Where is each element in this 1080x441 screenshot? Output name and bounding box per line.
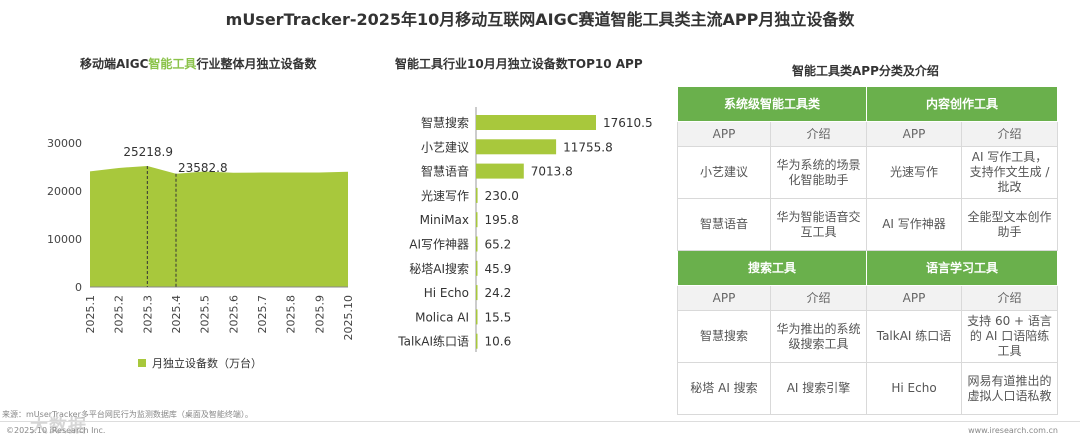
bar-category-label: Hi Echo <box>424 286 469 300</box>
area-chart: 0 10000 20000 30000 25218.9 23582.8 2025.1 2025… <box>47 137 355 341</box>
bar-value-label: 230.0 <box>485 189 519 203</box>
bar-value-label: 11755.8 <box>563 140 613 154</box>
col-app: APP <box>866 121 963 147</box>
col-app: APP <box>866 285 963 311</box>
table-header-language: 语言学习工具 <box>866 250 1059 286</box>
x-tick-label: 2025.2 <box>113 295 126 334</box>
bar-category-label: MiniMax <box>420 213 469 227</box>
col-intro: 介绍 <box>961 121 1059 147</box>
table-cell: 智慧搜索 <box>677 310 771 363</box>
table-cell: 华为智能语音交互工具 <box>769 198 868 251</box>
annotation-label: 25218.9 <box>123 145 173 159</box>
y-tick-label: 0 <box>75 281 82 294</box>
legend-swatch <box>138 359 146 367</box>
category-table: 系统级智能工具类 内容创作工具 APP 介绍 APP 介绍 小艺建议 华为系统的… <box>676 86 1059 415</box>
page-title: mUserTracker-2025年10月移动互联网AIGC赛道智能工具类主流A… <box>225 10 855 29</box>
source-note: 来源：mUserTracker多平台网民行为监测数据库（桌面及智能终端）。 <box>2 410 253 419</box>
bar-value-label: 17610.5 <box>603 116 653 130</box>
table-row: 智慧搜索 华为推出的系统级搜索工具 TalkAI 练口语 支持 60 + 语言的… <box>677 310 1059 363</box>
table-cell: 秘塔 AI 搜索 <box>677 362 771 415</box>
table-cell: Hi Echo <box>866 362 963 415</box>
bar-value-label: 195.8 <box>485 213 519 227</box>
copyright: ©2025.10 iResearch Inc. <box>6 426 106 435</box>
bar-chart-title: 智能工具行业10月月独立设备数TOP10 APP <box>395 57 643 71</box>
table-header-content: 内容创作工具 <box>866 86 1059 122</box>
bar <box>476 115 596 130</box>
bar-value-label: 7013.8 <box>531 165 573 179</box>
bar-value-label: 65.2 <box>485 238 512 252</box>
y-tick-label: 20000 <box>47 185 82 198</box>
bar <box>476 212 478 228</box>
table-row: 智慧语音 华为智能语音交互工具 AI 写作神器 全能型文本创作助手 <box>677 198 1059 251</box>
col-app: APP <box>677 285 771 311</box>
table-cell: 小艺建议 <box>677 146 771 199</box>
table-row: 秘塔 AI 搜索 AI 搜索引擎 Hi Echo 网易有道推出的虚拟人口语私教 <box>677 362 1059 415</box>
x-tick-label: 2025.3 <box>141 295 154 334</box>
table-cell: AI 写作神器 <box>866 198 963 251</box>
x-tick-label: 2025.5 <box>199 295 212 334</box>
table-cell: 支持 60 + 语言的 AI 口语陪练工具 <box>961 310 1059 363</box>
bar <box>476 333 478 349</box>
table-cell: AI 写作工具，支持作文生成 / 批改 <box>961 146 1059 199</box>
left-chart-title-post: 行业整体月独立设备数 <box>196 57 317 71</box>
bar-value-label: 24.2 <box>485 286 512 300</box>
bar-value-label: 10.6 <box>485 335 512 349</box>
bar-category-label: 智慧搜索 <box>421 115 469 130</box>
table-cell: 华为推出的系统级搜索工具 <box>769 310 868 363</box>
bar-category-label: 小艺建议 <box>421 140 469 154</box>
table-cell: 网易有道推出的虚拟人口语私教 <box>961 362 1059 415</box>
table-cell: 智慧语音 <box>677 198 771 251</box>
table-header-system: 系统级智能工具类 <box>676 86 868 122</box>
table-cell: TalkAI 练口语 <box>866 310 963 363</box>
bar-category-label: 光速写作 <box>421 189 469 203</box>
footer-divider <box>0 421 1080 422</box>
legend-label: 月独立设备数（万台） <box>152 357 262 370</box>
y-tick-label: 30000 <box>47 137 82 150</box>
footer-url: www.iresearch.com.cn <box>968 426 1058 435</box>
area-series <box>90 165 348 287</box>
table-row: 小艺建议 华为系统的场景化智能助手 光速写作 AI 写作工具，支持作文生成 / … <box>677 146 1059 199</box>
bar-category-label: 智慧语音 <box>421 164 469 179</box>
x-tick-label: 2025.1 <box>84 295 97 334</box>
col-intro: 介绍 <box>769 121 868 147</box>
x-tick-label: 2025.9 <box>313 295 326 334</box>
col-app: APP <box>677 121 771 147</box>
x-tick-label: 2025.7 <box>256 295 269 334</box>
table-cell: AI 搜索引擎 <box>769 362 868 415</box>
bar <box>476 187 478 203</box>
bar-category-label: TalkAI练口语 <box>397 334 469 349</box>
left-chart-title-highlight: 智能工具 <box>148 57 197 71</box>
left-chart-title-pre: 移动端AIGC <box>80 57 149 71</box>
left-chart-title: 移动端AIGC智能工具行业整体月独立设备数 <box>80 55 316 72</box>
bar <box>476 163 524 179</box>
x-tick-label: 2025.8 <box>285 295 298 334</box>
x-tick-label: 2025.4 <box>170 295 183 334</box>
col-intro: 介绍 <box>961 285 1059 311</box>
y-tick-label: 10000 <box>47 233 82 246</box>
bar <box>476 236 478 252</box>
bar <box>476 285 478 301</box>
bar-category-label: 秘塔AI搜索 <box>409 261 469 276</box>
table-cell: 光速写作 <box>866 146 963 199</box>
x-tick-label: 2025.10 <box>342 295 355 341</box>
bar-category-label: AI写作神器 <box>409 238 469 252</box>
bar <box>476 309 478 325</box>
x-tick-label: 2025.6 <box>227 295 240 334</box>
annotation-label: 23582.8 <box>178 161 228 175</box>
table-header-search: 搜索工具 <box>676 250 868 286</box>
table-cell: 全能型文本创作助手 <box>961 198 1059 251</box>
table-cell: 华为系统的场景化智能助手 <box>769 146 868 199</box>
bar-value-label: 45.9 <box>485 262 512 276</box>
bar-chart: 智慧搜索 17610.5 小艺建议 11755.8 智慧语音 7013.8 光速写作 230.… <box>397 107 653 352</box>
bar-value-label: 15.5 <box>485 310 512 324</box>
table-title: 智能工具类APP分类及介绍 <box>792 64 939 78</box>
bar-category-label: Molica AI <box>415 310 469 324</box>
area-legend: 月独立设备数（万台） <box>138 355 262 371</box>
col-intro: 介绍 <box>769 285 868 311</box>
bar <box>476 260 478 276</box>
bar <box>476 139 557 155</box>
